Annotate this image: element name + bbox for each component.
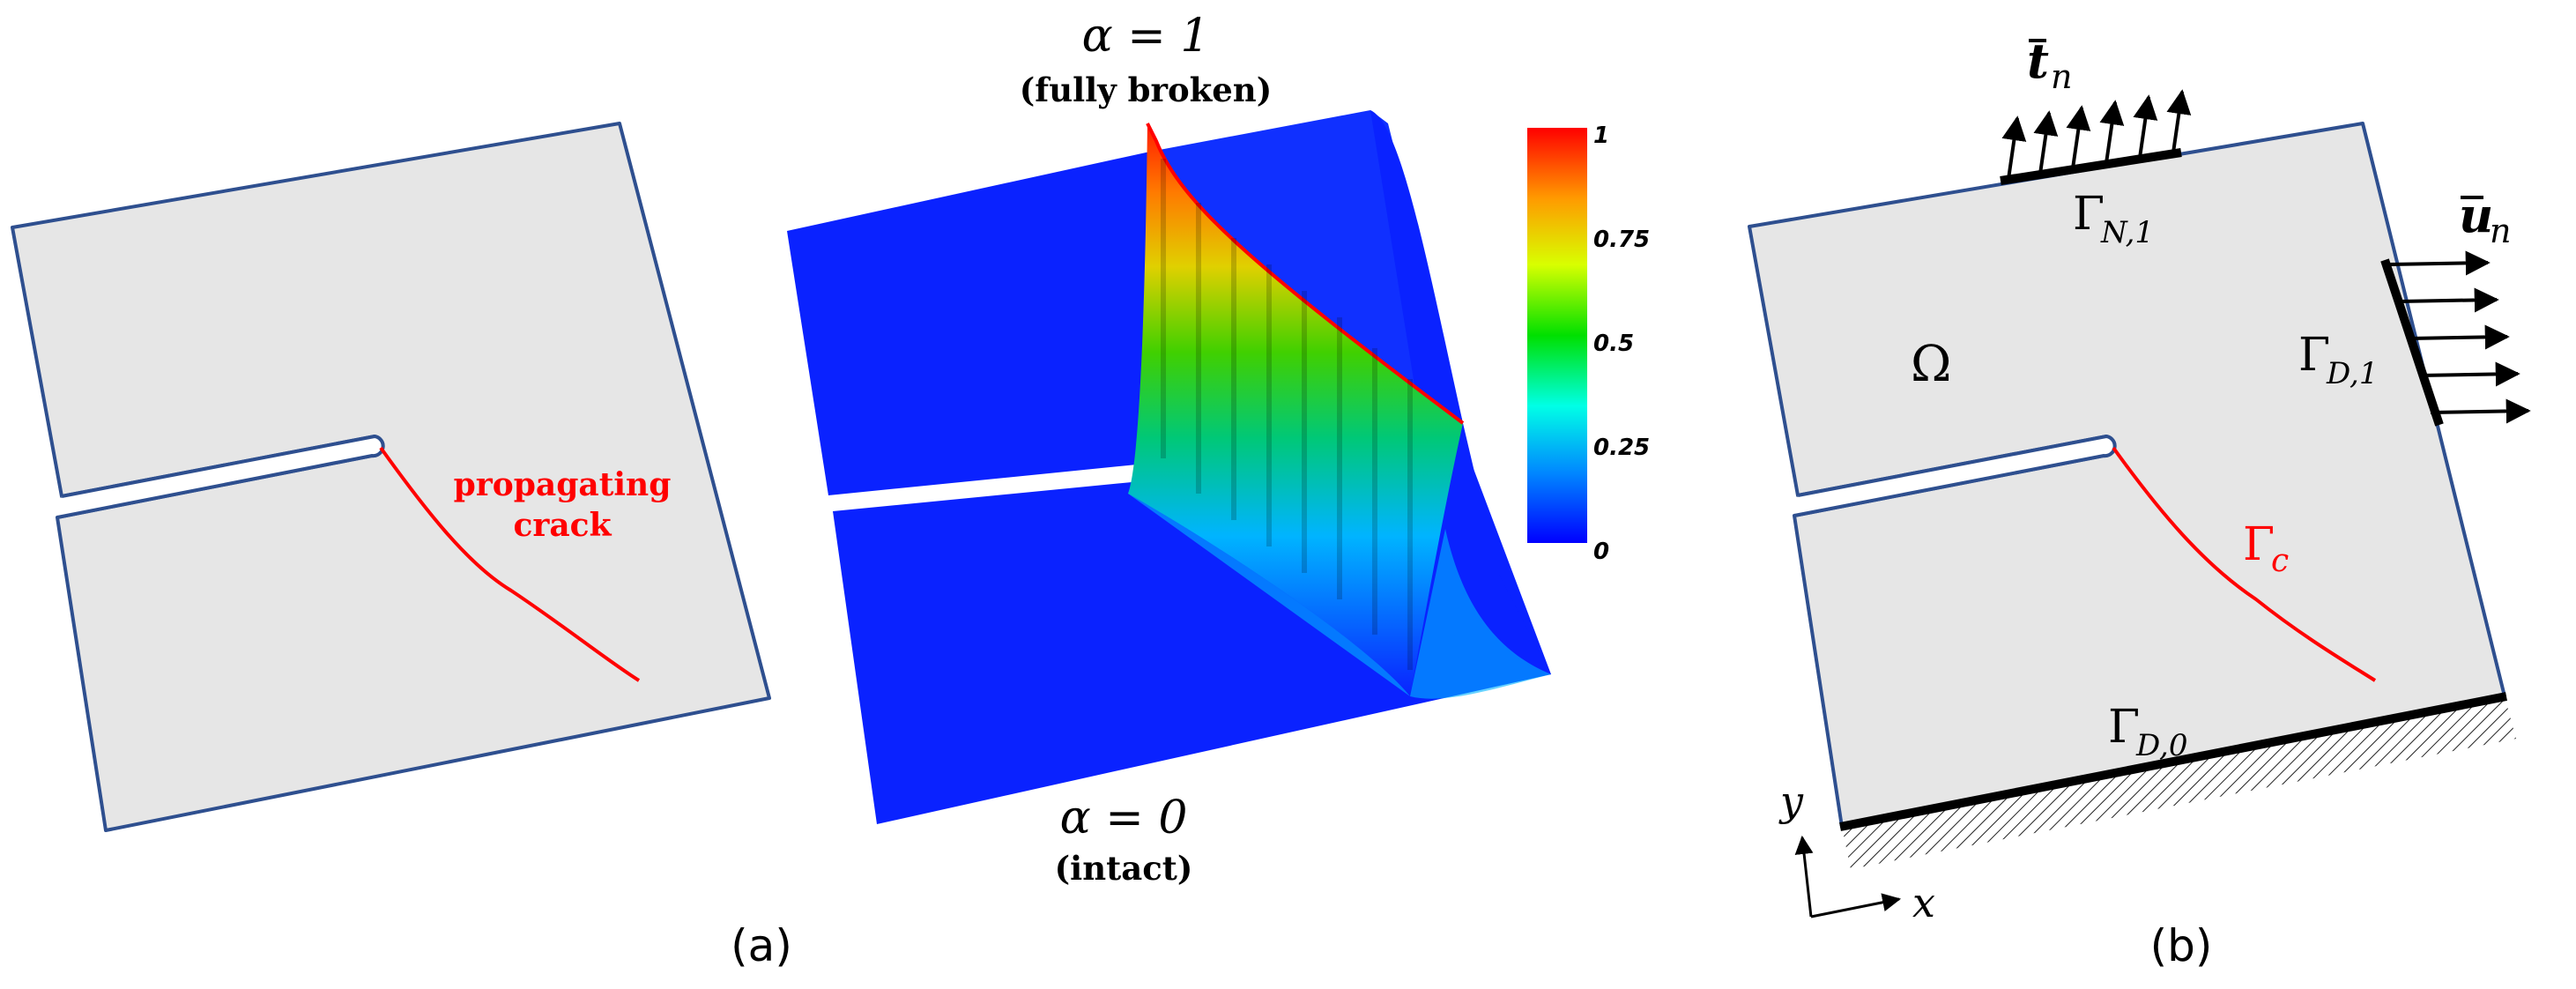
omega-label: Ω (1911, 336, 1951, 393)
boundary-d0 (1839, 692, 2507, 831)
axis-x-label: x (1912, 879, 1935, 926)
colorbar-tick-1: 1 (1593, 123, 1609, 149)
gamma-d0-symbol: Γ (2108, 701, 2140, 754)
colorbar-tick-05: 0.5 (1593, 331, 1634, 357)
gamma-n1-label: Γ N,1 (2073, 188, 2154, 250)
gamma-c-symbol: Γ (2243, 518, 2275, 571)
crack-label-line2: crack (513, 507, 612, 544)
coordinate-axes (1794, 835, 1902, 918)
traction-sub: n (2051, 57, 2072, 96)
displacement-arrows (2389, 250, 2531, 424)
notch-slit (56, 434, 385, 519)
crack-b-path (2112, 446, 2377, 682)
alpha-zero-note: (intact) (1055, 849, 1193, 888)
gamma-d1-label: Γ D,1 (2298, 329, 2379, 391)
panel-a-plate: propagating crack (11, 122, 771, 832)
axis-y-label: y (1778, 777, 1804, 825)
ridge-foot (1128, 494, 1551, 699)
colorbar-tick-075: 0.75 (1593, 227, 1650, 253)
alpha-one-note: (fully broken) (1020, 71, 1272, 109)
gamma-n1-sub: N,1 (2100, 215, 2154, 250)
alpha-one-label: α = 1 (1082, 10, 1210, 63)
ridge-shading (1161, 159, 1413, 670)
gamma-c-sub: c (2271, 543, 2289, 579)
colorbar-tick-0: 0 (1593, 539, 1609, 565)
ridge-back-wall (1370, 110, 1551, 688)
crack-path (379, 446, 641, 682)
traction-label: t n (2027, 33, 2072, 96)
ridge-wall (1128, 123, 1463, 696)
boundary-n1 (2000, 148, 2182, 185)
colorbar-tick-025: 0.25 (1593, 435, 1650, 461)
caption-b: (b) (2150, 920, 2213, 971)
gamma-d0-label: Γ D,0 (2108, 701, 2188, 763)
surface-upper-sheet (787, 152, 1154, 495)
ridge-crest (1146, 123, 1465, 425)
gamma-d1-symbol: Γ (2298, 329, 2330, 382)
colorbar: 1 0.75 0.5 0.25 0 (1527, 123, 1650, 565)
caption-a: (a) (731, 920, 792, 971)
displacement-sub: n (2490, 212, 2511, 250)
gamma-d0-sub: D,0 (2135, 728, 2188, 763)
alpha-zero-label: α = 0 (1060, 792, 1188, 844)
displacement-label: u n (2459, 187, 2511, 250)
boundary-d1 (2380, 258, 2444, 427)
panel-a-surface (787, 110, 1551, 824)
panel-b-plate (1748, 122, 2516, 869)
colorbar-gradient (1527, 128, 1587, 543)
gamma-n1-symbol: Γ (2073, 188, 2105, 241)
gamma-c-label: Γ c (2243, 518, 2289, 579)
gamma-d1-sub: D,1 (2326, 356, 2379, 391)
displacement-symbol: u (2459, 187, 2493, 243)
crack-label-line1: propagating (454, 466, 672, 503)
traction-arrows (2001, 89, 2192, 180)
hatch-region (1842, 696, 2516, 869)
